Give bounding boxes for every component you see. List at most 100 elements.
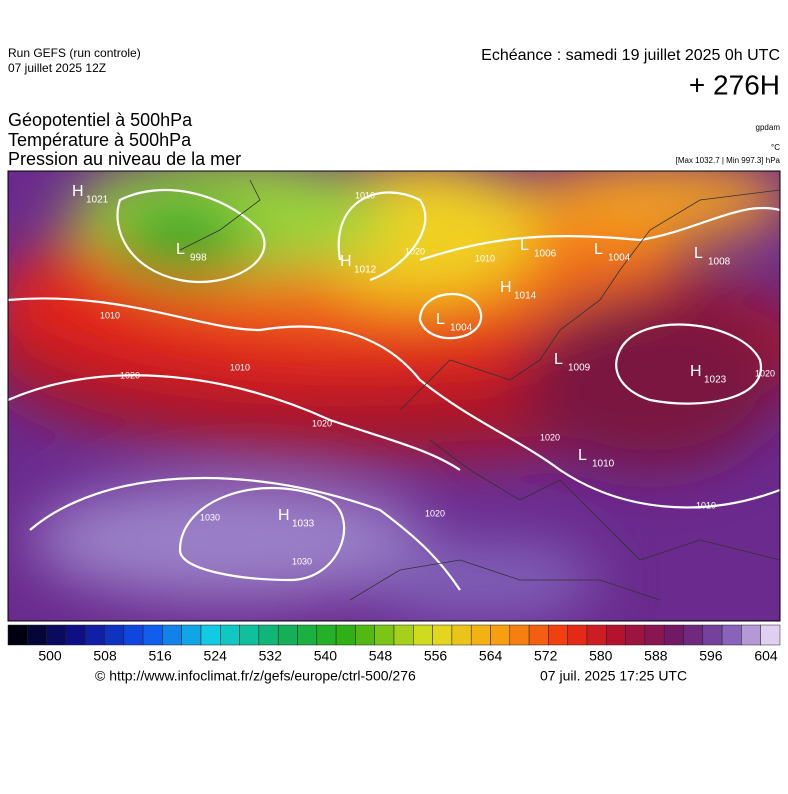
color-cell <box>721 624 742 646</box>
colorbar-tick: 572 <box>534 648 558 664</box>
isobar-label: 1020 <box>405 246 425 256</box>
lead: + 276H <box>689 69 780 100</box>
center-value: 1008 <box>708 257 731 268</box>
color-cell <box>528 624 549 646</box>
color-cell <box>586 624 607 646</box>
isobar-label: 1030 <box>200 512 220 522</box>
center-letter: H <box>278 507 290 524</box>
color-cell <box>220 624 240 646</box>
center-letter: H <box>690 363 702 380</box>
colorbar-tick: 548 <box>369 648 393 664</box>
color-cell <box>490 624 511 646</box>
colorbar-tick: 500 <box>38 648 62 664</box>
isobar-label: 1010 <box>100 310 120 320</box>
color-cell <box>760 624 781 646</box>
color-cell <box>142 624 163 646</box>
color-cell <box>7 624 28 646</box>
color-cell <box>663 624 684 646</box>
color-cell <box>374 624 395 646</box>
color-cell <box>567 624 588 646</box>
color-cell <box>413 624 433 646</box>
isobar-label: 1010 <box>475 253 495 263</box>
field: Géopotentiel à 500hPa <box>8 110 193 130</box>
colorbar: 500 508 516 524 532 540 548 556 564 572 580 588 596 6… <box>7 624 781 664</box>
center-value: 1021 <box>86 195 109 206</box>
issued: 07 juil. 2025 17:25 UTC <box>540 668 687 684</box>
center-value: 1014 <box>514 291 537 302</box>
isobar-label: 1020 <box>755 368 775 378</box>
color-cell <box>355 624 375 646</box>
colorbar-tick: 516 <box>148 648 172 664</box>
colorbar-tick: 596 <box>699 648 723 664</box>
center-value: 1004 <box>608 253 631 264</box>
color-cell <box>65 624 86 646</box>
center-letter: L <box>176 241 185 258</box>
center-letter: H <box>500 279 512 296</box>
unit: gpdam <box>756 123 781 132</box>
color-cell <box>432 624 453 646</box>
colorbar-tick: 580 <box>589 648 613 664</box>
field: Pression au niveau de la mer <box>8 149 241 169</box>
center-value: 1004 <box>450 323 473 334</box>
color-cell <box>84 624 105 646</box>
isobar-label: 1010 <box>230 362 250 372</box>
range: [Max 1032.7 | Min 997.3] hPa <box>676 156 781 165</box>
run: Run GEFS (run controle) <box>8 46 141 60</box>
center-letter: L <box>554 351 563 368</box>
color-cell <box>683 624 704 646</box>
isobar-label: 1020 <box>312 418 332 428</box>
color-cell <box>258 624 279 646</box>
color-cell <box>393 624 414 646</box>
color-cell <box>509 624 530 646</box>
color-cell <box>606 624 626 646</box>
isobar-label: 1010 <box>355 190 375 200</box>
colorbar-tick: 556 <box>424 648 448 664</box>
map-frame <box>7 170 781 622</box>
isobar-label: 1020 <box>540 432 560 442</box>
color-cell <box>625 624 646 646</box>
color-cell <box>239 624 260 646</box>
color-cell <box>123 624 144 646</box>
colorbar-tick: 564 <box>479 648 503 664</box>
center-value: 1010 <box>592 459 615 470</box>
color-cell <box>181 624 202 646</box>
colorbar-tick: 604 <box>754 648 778 664</box>
color-cell <box>104 624 125 646</box>
colorbar-tick: 588 <box>644 648 668 664</box>
unit: °C <box>771 143 780 152</box>
color-cell <box>470 624 491 646</box>
center-letter: L <box>594 241 603 258</box>
color-cell <box>297 624 318 646</box>
color-cell <box>548 624 568 646</box>
colorbar-tick: 524 <box>204 648 228 664</box>
center-value: 998 <box>190 253 207 264</box>
center-letter: H <box>340 253 352 270</box>
isobar-label: 1020 <box>425 508 445 518</box>
color-cell <box>644 624 665 646</box>
center-value: 1009 <box>568 363 591 374</box>
center-value: 1006 <box>534 249 557 260</box>
isobar-label: 1020 <box>120 370 140 380</box>
center-letter: L <box>436 311 445 328</box>
map <box>8 171 780 621</box>
color-cell <box>335 624 356 646</box>
color-cell <box>27 624 47 646</box>
colorbar-tick: 532 <box>259 648 283 664</box>
center-value: 1023 <box>704 375 727 386</box>
color-cell <box>277 624 298 646</box>
echeance: Echéance : samedi 19 juillet 2025 0h UTC <box>481 47 780 64</box>
center-letter: L <box>694 245 703 262</box>
colorbar-tick: 540 <box>314 648 338 664</box>
color-cell <box>162 624 182 646</box>
center-letter: H <box>72 183 84 200</box>
center-letter: L <box>578 447 587 464</box>
color-cell <box>451 624 472 646</box>
color-cell <box>46 624 67 646</box>
center-letter: L <box>520 237 529 254</box>
color-cell <box>702 624 723 646</box>
isobar-label: 1030 <box>292 556 312 566</box>
color-cell <box>741 624 761 646</box>
center-value: 1012 <box>354 265 377 276</box>
colorbar-tick: 508 <box>93 648 117 664</box>
